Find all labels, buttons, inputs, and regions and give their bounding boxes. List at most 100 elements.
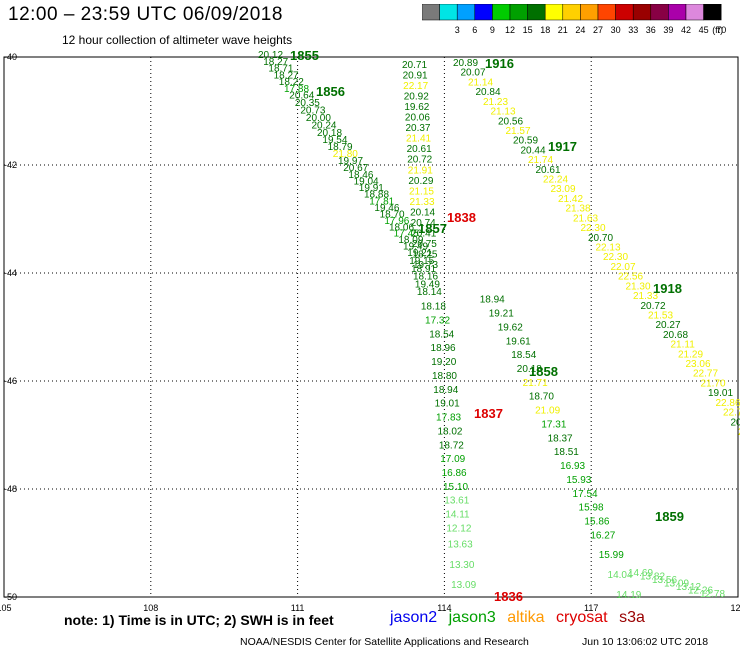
swh-value: 22.24	[543, 175, 568, 186]
swh-value: 18.94	[480, 295, 505, 306]
swh-value: 18.09	[398, 235, 423, 246]
swh-value: 19.62	[404, 102, 429, 113]
swh-value: 20.29	[408, 176, 433, 187]
swh-value: 22.13	[596, 243, 621, 254]
swh-value: 22.79	[723, 408, 740, 419]
swh-value: 17.81	[369, 196, 394, 207]
swh-value: 21.20	[738, 427, 740, 438]
swh-value: 13.30	[449, 560, 474, 571]
swh-value: 20.18	[517, 364, 542, 375]
swh-value: 20.74	[411, 218, 436, 229]
swh-value: 13.12	[676, 582, 701, 593]
swh-value: 15.98	[579, 503, 604, 514]
swh-value: 18.72	[439, 440, 464, 451]
swh-value: 23.09	[551, 184, 576, 195]
swh-value: 21.57	[506, 126, 531, 137]
swh-value: 19.01	[435, 399, 460, 410]
satellite-legend: jason2 jason3 altika cryosat s3a	[390, 609, 652, 627]
pass-time-label: 1859	[655, 509, 684, 524]
swh-value: 14.04	[608, 570, 633, 581]
lat-tick-label: -44	[4, 268, 17, 278]
swh-value: 18.25	[412, 249, 437, 260]
pass-time-label: 1836	[494, 589, 523, 604]
map-frame	[3, 56, 739, 598]
lat-tick-label: -50	[4, 592, 17, 602]
colorbar-tick: 9	[490, 25, 495, 35]
swh-value: 13.09	[451, 580, 476, 591]
swh-value: 20.72	[641, 301, 666, 312]
swh-value: 17.45	[394, 229, 419, 240]
swh-value: 18.54	[429, 329, 454, 340]
swh-value: 20.24	[311, 121, 336, 132]
swh-value: 19.49	[403, 242, 428, 253]
swh-value: 21.70	[701, 378, 726, 389]
swh-value: 16.86	[442, 468, 467, 479]
swh-value: 18.80	[432, 371, 457, 382]
swh-value: 17.96	[384, 216, 409, 227]
pass-time-label: 1855	[290, 48, 319, 63]
colorbar-tick: 6	[472, 25, 477, 35]
colorbar-tick: 18	[540, 25, 550, 35]
swh-value: 18.16	[413, 272, 438, 283]
swh-value: 17.83	[436, 413, 461, 424]
swh-value: 20.73	[300, 106, 325, 117]
pass-time-label: 1837	[474, 406, 503, 421]
swh-value: 21.71	[523, 378, 548, 389]
pass-time-label: 1857	[418, 221, 447, 236]
swh-value: 18.91	[411, 264, 436, 275]
lon-tick-label: 114	[437, 603, 451, 613]
swh-value: 14.11	[445, 510, 470, 521]
swh-value: 20.06	[405, 113, 430, 124]
colorbar-tick: 3	[455, 25, 460, 35]
swh-value: 18.71	[268, 64, 293, 75]
swh-value: 21.38	[566, 204, 591, 215]
footer-credit: NOAA/NESDIS Center for Satellite Applica…	[240, 636, 529, 648]
swh-value: 16.93	[560, 461, 585, 472]
swh-value: 19.49	[415, 279, 440, 290]
swh-value: 23.06	[686, 359, 711, 370]
swh-value: 20.89	[453, 58, 478, 69]
swh-value: 21.33	[633, 291, 658, 302]
swh-value: 20.64	[289, 91, 314, 102]
swh-value: 20.67	[343, 163, 368, 174]
colorbar-tick: 15	[523, 25, 533, 35]
swh-value: 19.73	[413, 260, 438, 271]
swh-value: 20.00	[306, 113, 331, 124]
colorbar-tick: 21	[558, 25, 568, 35]
legend-altika: altika	[507, 609, 545, 626]
colorbar-tick: 39	[663, 25, 673, 35]
legend-s3a: s3a	[619, 609, 645, 626]
swh-value: 18.27	[263, 57, 288, 68]
swh-value: 15.93	[566, 475, 591, 486]
colorbar-tick: 42	[681, 25, 691, 35]
lon-tick-label: 120	[730, 603, 740, 613]
swh-value: 20.35	[295, 98, 320, 109]
swh-value: 18.79	[328, 142, 353, 153]
swh-value: 21.09	[535, 406, 560, 417]
swh-value: 21.33	[410, 197, 435, 208]
swh-value: 19.46	[374, 203, 399, 214]
swh-value: 20.12	[258, 50, 283, 61]
swh-value: 17.54	[573, 489, 598, 500]
swh-value: 20.44	[521, 145, 546, 156]
swh-value: 22.30	[603, 252, 628, 263]
wave-height-colorbar: 3 6 9 12 15 18 21 24 27 30 33 36 39 42 45 70(ft)	[422, 4, 726, 35]
legend-jason2: jason2	[390, 609, 438, 626]
swh-value: 18.51	[554, 447, 579, 458]
swh-value: 20.75	[412, 239, 437, 250]
colorbar-tick: 30	[611, 25, 621, 35]
swh-value: 21.63	[573, 213, 598, 224]
swh-value: 21.14	[468, 77, 493, 88]
legend-cryosat: cryosat	[556, 609, 608, 626]
pass-time-label: 1916	[485, 56, 514, 71]
swh-value: 20.84	[476, 87, 501, 98]
swh-value: 22.77	[693, 369, 718, 380]
swh-value: 12.26	[688, 586, 713, 597]
swh-value: 20.18	[317, 128, 342, 139]
lon-tick-label: 105	[0, 603, 12, 613]
swh-value: 14.69	[628, 568, 653, 579]
swh-value: 20.27	[656, 320, 681, 331]
swh-value: 19.62	[498, 322, 523, 333]
swh-value: 18.70	[380, 209, 405, 220]
legend-note: note: 1) Time is in UTC; 2) SWH is in fe…	[64, 612, 334, 628]
